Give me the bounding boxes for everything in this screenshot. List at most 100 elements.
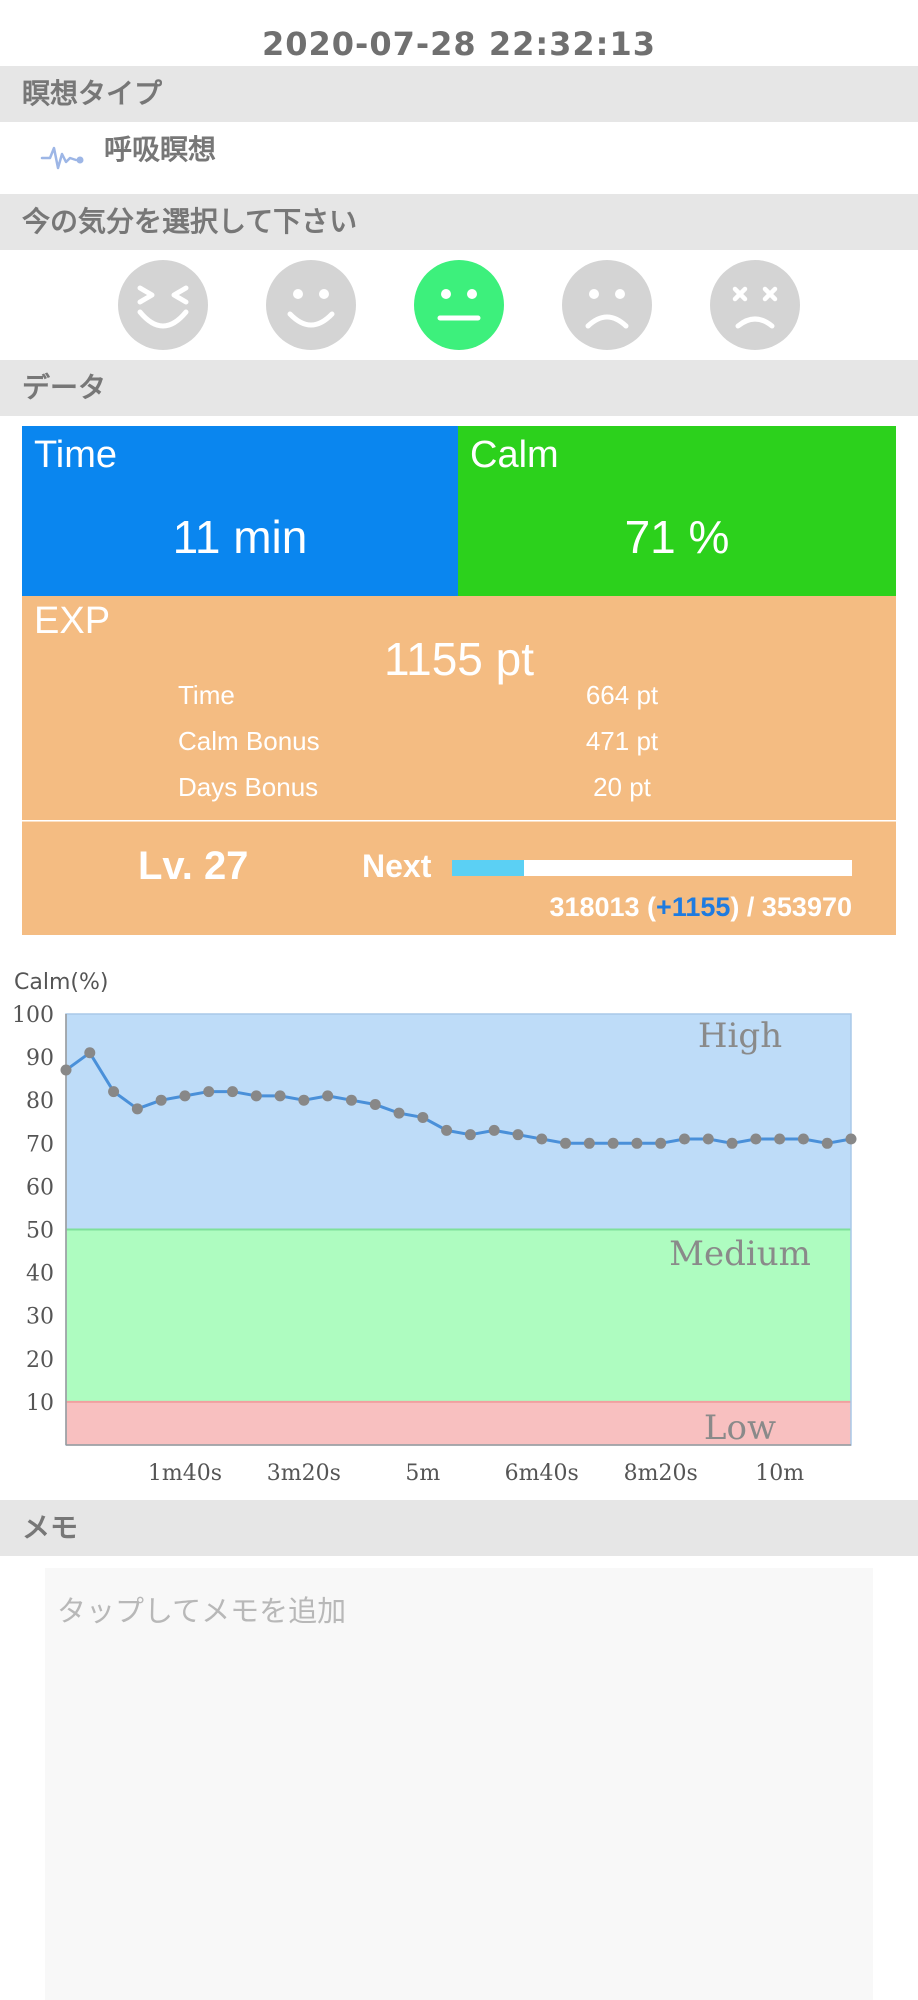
calm-data-point [560, 1137, 572, 1149]
mood-smiling-button[interactable] [266, 260, 356, 350]
calm-data-point [797, 1133, 809, 1145]
calm-data-point [322, 1090, 334, 1102]
level-gained-exp: +1155 [656, 892, 731, 922]
mood-selector [0, 252, 918, 354]
mood-laughing-button[interactable] [118, 260, 208, 350]
calm-data-point [726, 1137, 738, 1149]
calm-chart: High Medium Low Calm(%) 10 20 30 40 50 60 70 80 90 10… [0, 955, 918, 1495]
calm-data-point [536, 1133, 548, 1145]
memo-placeholder: タップしてメモを追加 [57, 1594, 347, 1628]
time-card-value: 11 min [172, 511, 308, 563]
level-card: Lv. 27 Next 318013 (+1155) / 353970 [22, 821, 896, 935]
band-label-low: Low [704, 1408, 776, 1448]
x-tick-label: 8m20s [624, 1461, 698, 1486]
calm-data-point [678, 1133, 690, 1145]
x-tick-label: 3m20s [267, 1461, 341, 1486]
exp-days-bonus-label: Days Bonus [178, 772, 319, 802]
calm-card-title: Calm [470, 434, 559, 476]
session-datetime: 2020-07-28 22:32:13 [261, 25, 656, 63]
exp-time-label: Time [178, 680, 235, 710]
meditation-type-header: 瞑想タイプ [0, 66, 918, 122]
x-tick-label: 5m [405, 1461, 440, 1486]
mood-neutral-button[interactable] [414, 260, 504, 350]
y-tick-label: 30 [26, 1305, 54, 1330]
y-tick-label: 10 [26, 1391, 54, 1416]
calm-card: Calm 71 % [458, 426, 896, 596]
time-card: Time 11 min [22, 426, 458, 596]
calm-data-point [108, 1086, 120, 1098]
x-tick-label: 10m [755, 1461, 804, 1486]
y-tick-label: 20 [26, 1348, 54, 1373]
calm-data-point [250, 1090, 262, 1102]
calm-data-point [441, 1124, 453, 1136]
band-label-high: High [698, 1016, 782, 1056]
y-axis-title: Calm(%) [14, 970, 108, 995]
calm-data-point [750, 1133, 762, 1145]
time-card-title: Time [34, 434, 118, 476]
calm-data-point [512, 1129, 524, 1141]
exp-calm-bonus-label: Calm Bonus [178, 726, 320, 756]
exp-card-title: EXP [34, 600, 111, 642]
mood-dizzy-button[interactable] [710, 260, 800, 350]
x-tick-label: 6m40s [505, 1461, 579, 1486]
laughing-face-icon [137, 285, 189, 329]
calm-data-point [583, 1137, 595, 1149]
exp-time-value: 664 pt [585, 680, 659, 710]
band-medium [66, 1229, 851, 1402]
exp-days-bonus-value: 20 pt [593, 772, 651, 802]
calm-data-point [631, 1137, 643, 1149]
calm-data-point [179, 1090, 191, 1102]
mood-header: 今の気分を選択して下さい [0, 194, 918, 250]
calm-data-point [131, 1103, 143, 1115]
calm-card-value: 71 % [624, 511, 730, 563]
y-tick-label: 80 [26, 1089, 54, 1114]
level-progress-fill [452, 860, 524, 876]
breathing-wave-icon [40, 134, 86, 180]
calm-data-point [845, 1133, 857, 1145]
band-low [66, 1401, 851, 1445]
exp-total: 1155 pt [383, 633, 535, 685]
x-tick-label: 1m40s [148, 1461, 222, 1486]
neutral-face-icon [437, 289, 481, 321]
calm-data-point [274, 1090, 286, 1102]
dizzy-face-icon [732, 286, 778, 329]
memo-header: メモ [0, 1500, 918, 1556]
level-progress-text: 318013 (+1155) / 353970 [549, 892, 852, 922]
exp-card: EXP 1155 pt Time 664 pt Calm Bonus 471 p… [22, 596, 896, 820]
y-tick-label: 60 [26, 1175, 54, 1200]
y-tick-label: 70 [26, 1132, 54, 1157]
calm-data-point [417, 1111, 429, 1123]
calm-series-line [65, 1051, 852, 1145]
band-high [66, 1014, 851, 1230]
y-tick-label: 50 [26, 1219, 54, 1244]
smiling-face-icon [287, 289, 335, 328]
calm-data-point [821, 1137, 833, 1149]
level-current-exp: 318013 [549, 892, 640, 922]
data-header: データ [0, 360, 918, 416]
calm-data-point [155, 1094, 167, 1106]
calm-data-point [607, 1137, 619, 1149]
exp-calm-bonus-value: 471 pt [585, 726, 659, 756]
calm-data-point [488, 1124, 500, 1136]
calm-data-point [393, 1107, 405, 1119]
calm-data-point [345, 1094, 357, 1106]
calm-data-point [227, 1086, 239, 1098]
level-target-exp: 353970 [761, 892, 852, 922]
y-tick-label: 90 [26, 1046, 54, 1071]
calm-data-point [84, 1047, 96, 1059]
memo-input[interactable]: タップしてメモを追加 [45, 1568, 873, 2000]
y-tick-label: 100 [12, 1003, 54, 1028]
level-progress-bar [452, 860, 852, 876]
calm-chart-svg: High Medium Low Calm(%) 10 20 30 40 50 60 70 80 90 10… [12, 970, 857, 1486]
meditation-type-label: 呼吸瞑想 [104, 133, 217, 166]
calm-data-point [464, 1129, 476, 1141]
y-tick-label: 40 [26, 1262, 54, 1287]
calm-data-point [203, 1086, 215, 1098]
calm-data-point [774, 1133, 786, 1145]
band-label-medium: Medium [669, 1234, 811, 1274]
meditation-type-row[interactable]: 呼吸瞑想 [0, 122, 918, 192]
mood-sad-button[interactable] [562, 260, 652, 350]
next-level-label: Next [362, 848, 432, 884]
level-label: Lv. 27 [138, 844, 249, 888]
calm-data-point [369, 1099, 381, 1111]
